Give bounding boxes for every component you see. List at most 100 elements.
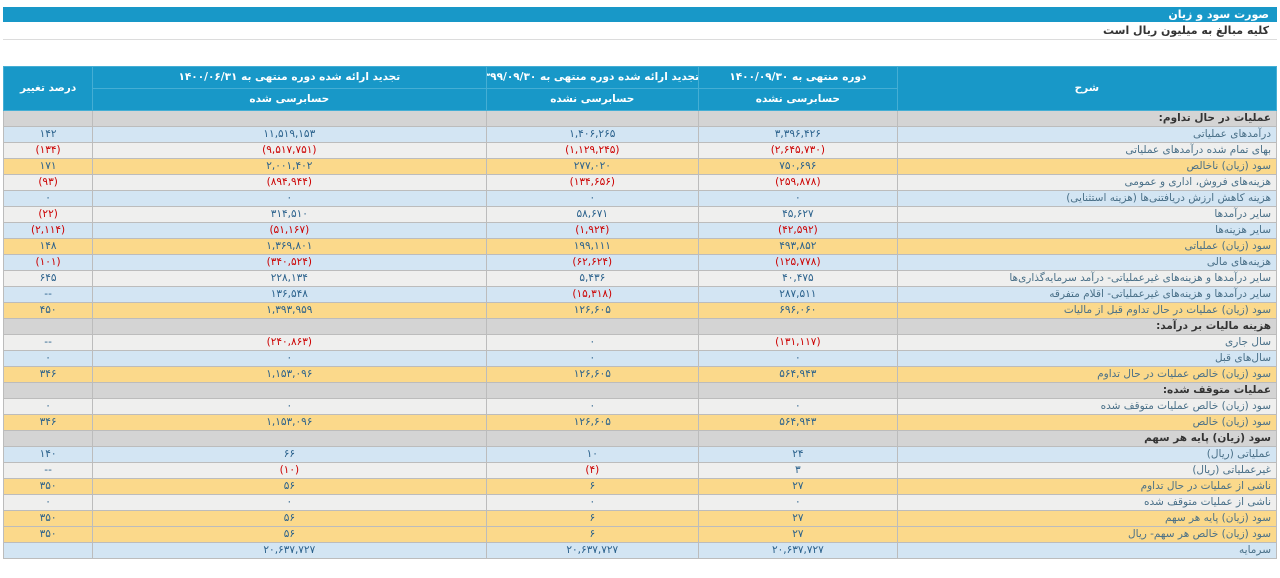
value-prior-period: (۶۲,۶۲۴)	[485, 254, 700, 271]
value-current-period: (۴۲,۵۹۲)	[698, 222, 898, 239]
row-label: هزینه کاهش ارزش دریافتنی‌ها (هزینه استثن…	[896, 190, 1278, 207]
data-row: سایر درآمدها و هزینه‌های غیرعملیاتی- اقل…	[2, 286, 1278, 303]
value-prior-period	[485, 110, 700, 127]
value-annual-period: (۳۴۰,۵۲۴)	[92, 254, 487, 271]
value-prior-period	[485, 382, 700, 399]
value-current-period	[698, 430, 898, 447]
data-row: سال‌های قبل ۰ ۰ ۰ ۰	[2, 350, 1278, 367]
units-note: کلیه مبالغ به میلیون ریال است	[3, 22, 1277, 40]
value-current-period: (۲۵۹,۸۷۸)	[698, 174, 898, 191]
income-statement-table: شرح دوره منتهی به ۱۴۰۰/۰۹/۳۰ تجدید ارائه…	[2, 66, 1278, 559]
header-current-audit-status: حسابرسی نشده	[698, 88, 898, 111]
value-current-period: ۲۷	[698, 526, 898, 543]
row-label: سود (زیان) پایه هر سهم	[896, 510, 1278, 527]
row-label: ناشی از عملیات در حال تداوم	[896, 478, 1278, 495]
value-current-period: ۲۰,۶۳۷,۷۲۷	[698, 542, 898, 559]
row-label: سود (زیان) خالص هر سهم- ریال	[896, 526, 1278, 543]
value-prior-period: ۱۲۶,۶۰۵	[485, 414, 700, 431]
value-prior-period	[485, 430, 700, 447]
value-prior-period: ۰	[485, 334, 700, 351]
value-annual-period: (۸۹۴,۹۴۴)	[92, 174, 487, 191]
section-row: هزینه مالیات بر درآمد:	[2, 318, 1278, 335]
value-pct-change: ۱۴۸	[2, 238, 94, 255]
row-label: عملیاتی (ریال)	[896, 446, 1278, 463]
value-pct-change: ۰	[2, 398, 94, 415]
value-prior-period: ۰	[485, 398, 700, 415]
value-current-period: ۵۶۴,۹۴۳	[698, 414, 898, 431]
data-row: ناشی از عملیات در حال تداوم ۲۷ ۶ ۵۶ ۳۵۰	[2, 478, 1278, 495]
row-label: بهای تمام شده درآمدهای عملیاتی	[896, 142, 1278, 159]
value-current-period	[698, 382, 898, 399]
row-label: سود (زیان) عملیات در حال تداوم قبل از ما…	[896, 302, 1278, 319]
data-row: سرمایه ۲۰,۶۳۷,۷۲۷ ۲۰,۶۳۷,۷۲۷ ۲۰,۶۳۷,۷۲۷	[2, 542, 1278, 559]
value-prior-period: ۵۸,۶۷۱	[485, 206, 700, 223]
value-current-period: ۴۹۳,۸۵۲	[698, 238, 898, 255]
header-pct-change: درصد تغییر	[2, 66, 94, 111]
value-pct-change: ۳۵۰	[2, 510, 94, 527]
value-current-period	[698, 318, 898, 335]
data-row: ناشی از عملیات متوقف شده ۰ ۰ ۰ ۰	[2, 494, 1278, 511]
value-annual-period: ۰	[92, 350, 487, 367]
data-row: سود (زیان) عملیاتی ۴۹۳,۸۵۲ ۱۹۹,۱۱۱ ۱,۳۶۹,۸۰…	[2, 238, 1278, 255]
row-label: سایر درآمدها و هزینه‌های غیرعملیاتی- اقل…	[896, 286, 1278, 303]
value-annual-period: (۱۰)	[92, 462, 487, 479]
row-label: سود (زیان) ناخالص	[896, 158, 1278, 175]
value-annual-period: ۱,۳۶۹,۸۰۱	[92, 238, 487, 255]
value-annual-period: (۹,۵۱۷,۷۵۱)	[92, 142, 487, 159]
value-current-period: ۰	[698, 350, 898, 367]
value-prior-period: ۲۰,۶۳۷,۷۲۷	[485, 542, 700, 559]
value-annual-period: ۰	[92, 190, 487, 207]
value-annual-period: ۲,۰۰۱,۴۰۲	[92, 158, 487, 175]
page-title: صورت سود و زیان	[3, 7, 1277, 22]
value-current-period: (۱۲۵,۷۷۸)	[698, 254, 898, 271]
header-prior-period: تجدید ارائه شده دوره منتهی به ۱۳۹۹/۰۹/۳۰	[485, 66, 700, 89]
value-prior-period: ۰	[485, 190, 700, 207]
row-label: هزینه‌های فروش، اداری و عمومی	[896, 174, 1278, 191]
data-row: سود (زیان) خالص عملیات متوقف شده ۰ ۰ ۰ ۰	[2, 398, 1278, 415]
header-annual-audit-status: حسابرسی شده	[92, 88, 487, 111]
value-annual-period: ۲۰,۶۳۷,۷۲۷	[92, 542, 487, 559]
data-row: سایر هزینه‌ها (۴۲,۵۹۲) (۱,۹۲۴) (۵۱,۱۶۷) (۲,۱…	[2, 222, 1278, 239]
value-pct-change: (۲,۱۱۴)	[2, 222, 94, 239]
value-prior-period: ۱۰	[485, 446, 700, 463]
header-annual-period: تجدید ارائه شده دوره منتهی به ۱۴۰۰/۰۶/۳۱	[92, 66, 487, 89]
value-current-period: ۶۹۶,۰۶۰	[698, 302, 898, 319]
value-prior-period: ۱۹۹,۱۱۱	[485, 238, 700, 255]
data-row: غیرعملیاتی (ریال) ۳ (۴) (۱۰) --	[2, 462, 1278, 479]
value-annual-period	[92, 318, 487, 335]
value-annual-period: ۳۱۴,۵۱۰	[92, 206, 487, 223]
value-annual-period: ۱۳۶,۵۴۸	[92, 286, 487, 303]
value-pct-change	[2, 110, 94, 127]
value-prior-period: ۱۲۶,۶۰۵	[485, 366, 700, 383]
value-prior-period: (۱,۱۲۹,۲۴۵)	[485, 142, 700, 159]
row-label: سود (زیان) خالص	[896, 414, 1278, 431]
section-row: عملیات متوقف شده:	[2, 382, 1278, 399]
data-row: سال جاری (۱۳۱,۱۱۷) ۰ (۲۴۰,۸۶۳) --	[2, 334, 1278, 351]
value-prior-period: ۵,۴۳۶	[485, 270, 700, 287]
data-row: سود (زیان) خالص هر سهم- ریال ۲۷ ۶ ۵۶ ۳۵۰	[2, 526, 1278, 543]
value-pct-change: ۱۴۰	[2, 446, 94, 463]
row-label: سود (زیان) پایه هر سهم	[896, 430, 1278, 447]
row-label: سال جاری	[896, 334, 1278, 351]
value-current-period: (۲,۶۴۵,۷۳۰)	[698, 142, 898, 159]
row-label: سود (زیان) خالص عملیات متوقف شده	[896, 398, 1278, 415]
data-row: درآمدهای عملیاتی ۳,۳۹۶,۴۲۶ ۱,۴۰۶,۲۶۵ ۱۱,۵۱۹…	[2, 126, 1278, 143]
data-row: سود (زیان) ناخالص ۷۵۰,۶۹۶ ۲۷۷,۰۲۰ ۲,۰۰۱,۴۰۲…	[2, 158, 1278, 175]
value-prior-period: ۶	[485, 478, 700, 495]
value-annual-period: ۱۱,۵۱۹,۱۵۳	[92, 126, 487, 143]
value-prior-period: ۶	[485, 510, 700, 527]
value-current-period: ۴۵,۶۲۷	[698, 206, 898, 223]
value-current-period: ۰	[698, 494, 898, 511]
value-pct-change: ۰	[2, 350, 94, 367]
value-annual-period: ۶۶	[92, 446, 487, 463]
value-prior-period: (۴)	[485, 462, 700, 479]
value-pct-change: (۱۰۱)	[2, 254, 94, 271]
value-annual-period	[92, 110, 487, 127]
value-annual-period: ۵۶	[92, 478, 487, 495]
value-prior-period: ۱۲۶,۶۰۵	[485, 302, 700, 319]
data-row: هزینه کاهش ارزش دریافتنی‌ها (هزینه استثن…	[2, 190, 1278, 207]
value-current-period: ۲۷	[698, 510, 898, 527]
data-row: سود (زیان) خالص عملیات در حال تداوم ۵۶۴,۹…	[2, 366, 1278, 383]
value-prior-period: ۰	[485, 494, 700, 511]
section-row: سود (زیان) پایه هر سهم	[2, 430, 1278, 447]
